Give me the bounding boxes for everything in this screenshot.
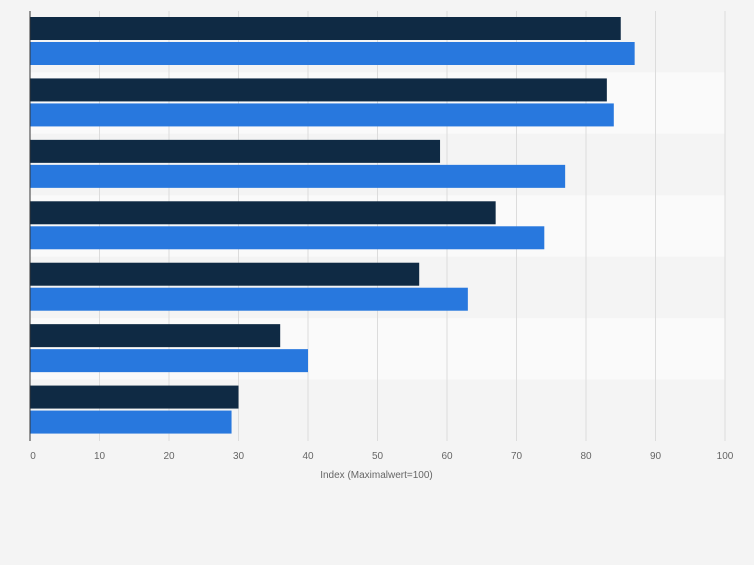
x-tick-label: 10 xyxy=(94,451,106,462)
bar-series-2[interactable] xyxy=(30,164,566,188)
x-tick-label: 30 xyxy=(233,451,245,462)
bar-series-1[interactable] xyxy=(30,324,281,348)
bar-series-1[interactable] xyxy=(30,201,496,225)
bar-series-1[interactable] xyxy=(30,17,621,40)
x-tick-label: 60 xyxy=(441,451,453,462)
x-tick-label: 0 xyxy=(30,451,36,462)
x-tick-label: 100 xyxy=(717,451,734,462)
bar-series-2[interactable] xyxy=(30,226,545,250)
x-tick-label: 20 xyxy=(163,451,175,462)
bar-series-1[interactable] xyxy=(30,262,420,286)
bar-series-1[interactable] xyxy=(30,78,607,102)
x-tick-label: 70 xyxy=(511,451,523,462)
bar-series-2[interactable] xyxy=(30,287,468,311)
bar-series-2[interactable] xyxy=(30,103,614,127)
x-tick-label: 40 xyxy=(302,451,314,462)
x-tick-label: 90 xyxy=(650,451,662,462)
x-axis-label: Index (Maximalwert=100) xyxy=(320,470,433,481)
bar-series-2[interactable] xyxy=(30,42,635,65)
x-tick-label: 50 xyxy=(372,451,384,462)
bar-series-1[interactable] xyxy=(30,385,239,409)
x-tick-labels: 0 10 20 30 40 50 60 70 80 90 100 xyxy=(30,451,734,462)
bar-series-2[interactable] xyxy=(30,349,308,373)
x-tick-label: 80 xyxy=(580,451,592,462)
bars xyxy=(30,17,635,434)
bar-series-1[interactable] xyxy=(30,139,441,163)
bar-series-2[interactable] xyxy=(30,410,232,434)
